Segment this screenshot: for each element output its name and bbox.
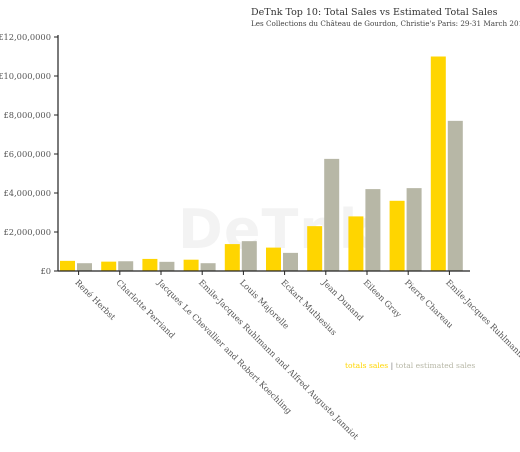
y-tick-label-6: £12,00,0000 — [0, 32, 51, 42]
y-tick-label-3: £6,000,000 — [3, 149, 51, 159]
y-axis: £0 £2,000,000 £4,000,000 £6,000,000 £8,000,0… — [0, 32, 59, 276]
bar-totals-sales-9 — [430, 56, 446, 271]
legend-total-estimated-sales: total estimated sales — [395, 361, 476, 370]
y-tick-label-2: £4,000,000 — [3, 188, 51, 198]
legend: totals sales | total estimated sales — [345, 361, 475, 370]
bar-estimated-sales-4 — [241, 241, 257, 271]
x-tick-label-6: Jean Dunand — [320, 277, 367, 324]
bar-estimated-sales-1 — [118, 261, 134, 271]
chart-title: DeTnk Top 10: Total Sales vs Estimated T… — [251, 7, 498, 18]
x-tick-label-0: René Herbst — [73, 277, 118, 322]
y-tick-label-5: £10,000,000 — [0, 71, 51, 81]
x-tick-label-9: Emile-Jacques Ruhlmann — [444, 277, 520, 359]
legend-separator: | — [390, 361, 394, 370]
legend-totals-sales: totals sales — [345, 361, 389, 370]
x-tick-label-3: Emile-Jacques Ruhlmann and Alfred August… — [197, 277, 361, 441]
bar-estimated-sales-8 — [406, 188, 422, 271]
bar-estimated-sales-5 — [283, 252, 298, 271]
chart-subtitle: Les Collections du Château de Gourdon, C… — [251, 19, 520, 28]
bar-totals-sales-5 — [266, 247, 281, 271]
bar-estimated-sales-9 — [447, 120, 463, 271]
bar-estimated-sales-3 — [200, 263, 216, 271]
bar-totals-sales-4 — [224, 244, 240, 271]
y-tick-label-1: £2,000,000 — [3, 227, 51, 237]
y-tick-label-0: £0 — [40, 266, 51, 276]
bar-estimated-sales-0 — [77, 263, 92, 271]
bar-estimated-sales-2 — [159, 261, 175, 271]
bar-totals-sales-1 — [101, 261, 117, 271]
y-tick-label-4: £8,000,000 — [3, 110, 51, 120]
bar-totals-sales-0 — [60, 260, 75, 271]
bar-totals-sales-6 — [307, 226, 323, 271]
bar-estimated-sales-7 — [365, 189, 381, 271]
bars-group — [60, 56, 463, 271]
bar-totals-sales-2 — [142, 258, 158, 271]
x-tick-label-7: Eileen Gray — [362, 277, 404, 319]
bar-totals-sales-3 — [183, 259, 199, 271]
bar-estimated-sales-6 — [324, 158, 340, 271]
bar-totals-sales-8 — [389, 200, 405, 271]
bar-totals-sales-7 — [348, 216, 364, 271]
